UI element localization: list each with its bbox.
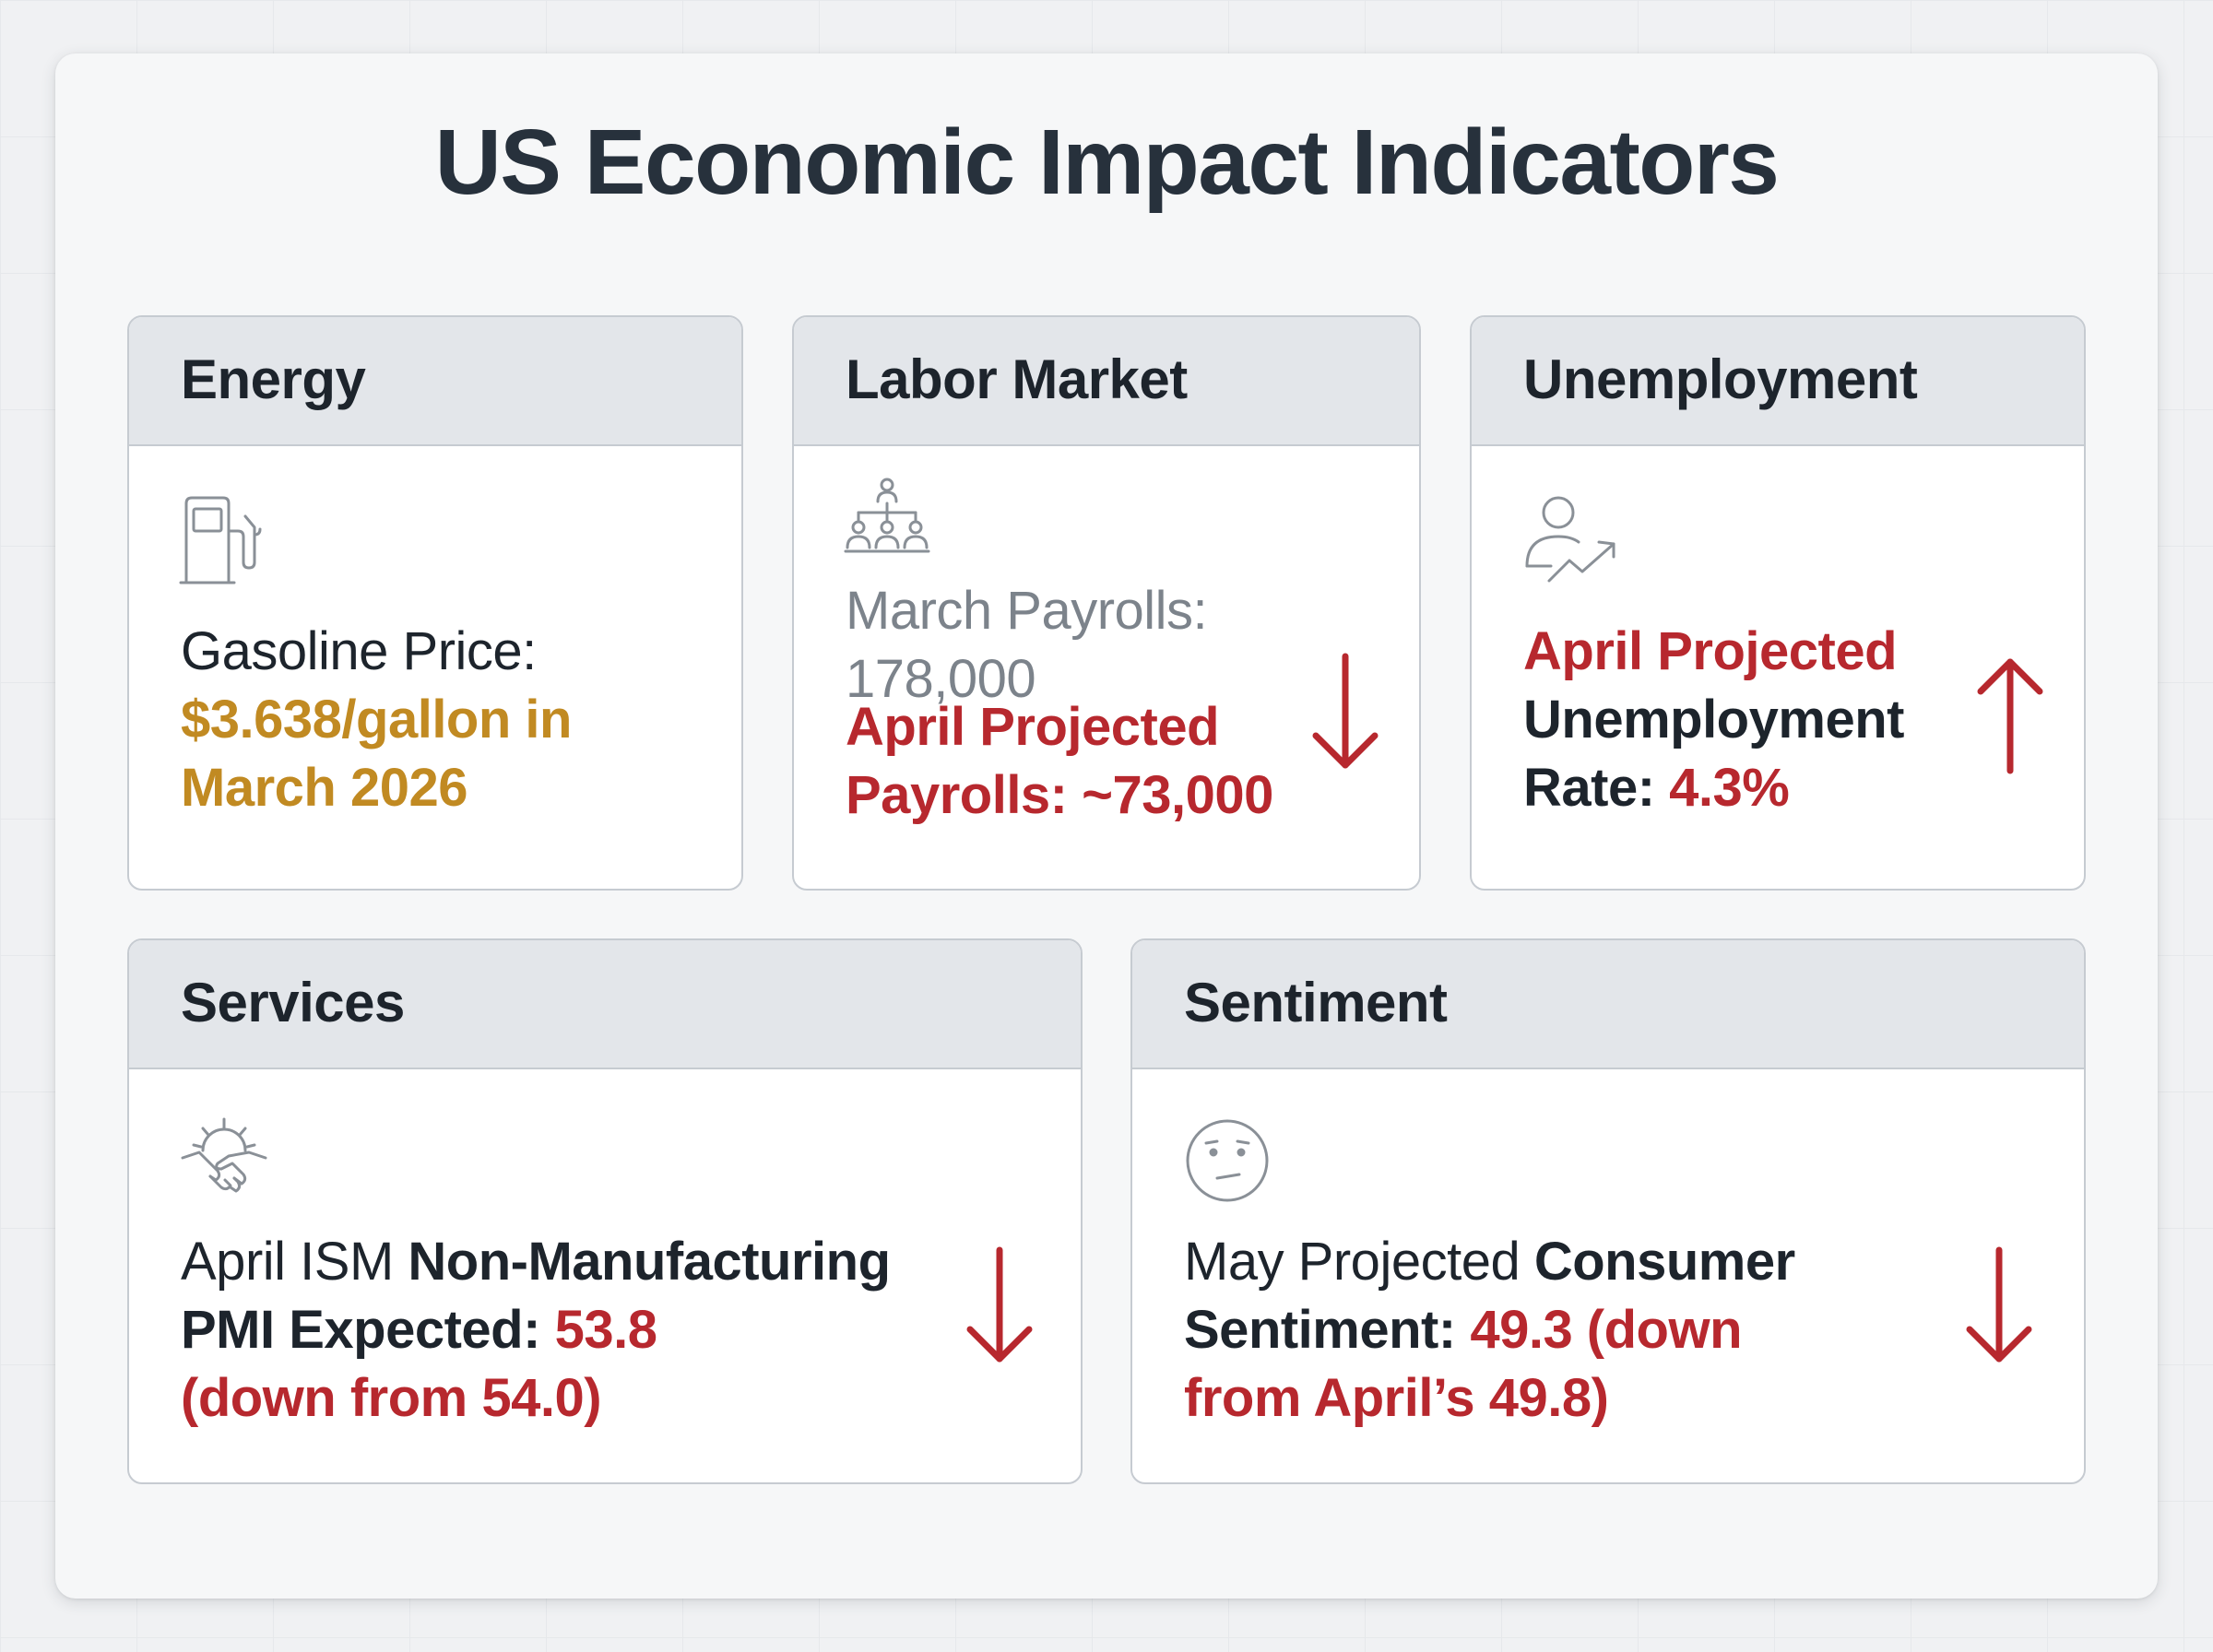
gasoline-price-period: March 2026 [181,758,467,818]
unemployment-rate-line: Rate: 4.3% [1523,754,1904,822]
unemployment-rate-value: 4.3% [1669,758,1790,818]
card-header: Unemployment [1472,317,2084,446]
unemployment-label-line2: Unemployment [1523,690,1904,749]
sentiment-content: May Projected Consumer Sentiment: 49.3 (… [1184,1228,1795,1433]
handshake-gear-icon [181,1115,267,1198]
card-labor-market: Labor Market March Payrolls: 178,000 Apr… [792,315,1421,891]
services-pmi-change: (down from 54.0) [181,1368,602,1428]
unemployment-rate-label: Rate: [1523,758,1655,818]
april-payrolls-label: April Projected [846,697,1220,757]
card-sentiment: Sentiment May Projected Consumer Sentime… [1130,938,2086,1484]
page-title: US Economic Impact Indicators [434,111,1780,214]
person-trend-up-icon [1523,496,1619,583]
gasoline-price-label: Gasoline Price: [181,621,537,681]
sentiment-month-label: May Projected [1184,1232,1521,1292]
trend-down-arrow-icon [1962,1246,2036,1366]
card-header: Services [129,940,1081,1069]
org-chart-icon [844,478,930,555]
card-title: Unemployment [1523,348,1918,410]
card-title: Energy [181,348,366,410]
card-header: Energy [129,317,741,446]
april-payrolls-value: Payrolls: ~73,000 [846,765,1273,825]
services-month-label: April ISM [181,1232,394,1292]
unemployment-label-line1: April Projected [1523,621,1898,681]
sentiment-index-label: Consumer [1533,1232,1795,1292]
sentiment-change: from April’s 49.8) [1184,1368,1609,1428]
trend-down-arrow-icon [963,1246,1036,1366]
sentiment-value: 49.3 (down [1470,1300,1743,1360]
march-payrolls-label: March Payrolls: [846,581,1208,641]
sentiment-line1: May Projected Consumer [1184,1228,1795,1296]
card-services: Services April ISM Non-Manufacturing PMI… [127,938,1083,1484]
march-payrolls: March Payrolls: 178,000 [846,577,1208,714]
neutral-face-icon [1184,1117,1271,1204]
services-index-label: Non-Manufacturing [408,1232,891,1292]
card-title: Services [181,972,405,1033]
energy-content: Gasoline Price: $3.638/gallon in March 2… [181,618,572,822]
unemployment-content: April Projected Unemployment Rate: 4.3% [1523,618,1904,822]
april-payrolls: April Projected Payrolls: ~73,000 [846,693,1273,830]
services-pmi-label: PMI Expected: [181,1300,540,1360]
sentiment-line2: Sentiment: 49.3 (down [1184,1296,1795,1364]
card-title: Sentiment [1184,972,1448,1033]
march-payrolls-value: 178,000 [846,649,1036,709]
card-header: Sentiment [1132,940,2084,1069]
trend-up-arrow-icon [1973,655,2047,774]
card-title: Labor Market [846,348,1188,410]
trend-down-arrow-icon [1308,653,1382,773]
services-line2: PMI Expected: 53.8 [181,1296,891,1364]
sentiment-label: Sentiment: [1184,1300,1456,1360]
card-header: Labor Market [794,317,1419,446]
services-pmi-value: 53.8 [554,1300,657,1360]
card-unemployment: Unemployment April Projected Unemploymen… [1470,315,2086,891]
fuel-pump-icon [179,494,267,586]
gasoline-price-value: $3.638/gallon in [181,690,572,749]
services-content: April ISM Non-Manufacturing PMI Expected… [181,1228,891,1433]
services-line1: April ISM Non-Manufacturing [181,1228,891,1296]
card-energy: Energy Gasoline Price: $3.638/gallon in … [127,315,743,891]
